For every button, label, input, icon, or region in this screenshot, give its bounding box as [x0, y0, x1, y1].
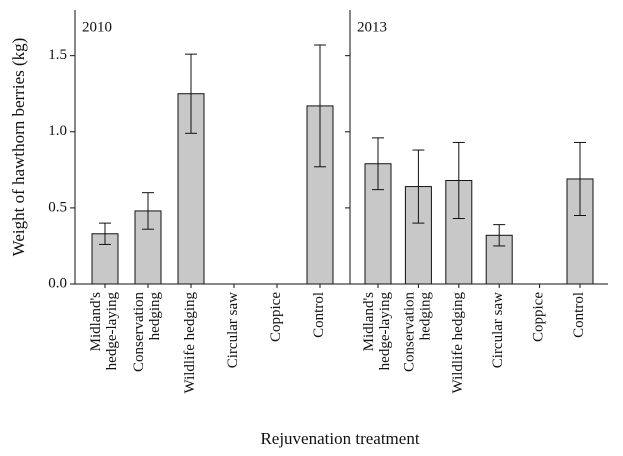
- x-axis-label: Rejuvenation treatment: [260, 429, 419, 448]
- y-axis-label: Weight of hawthorn berries (kg): [9, 38, 28, 257]
- x-tick-label-line: Midland's: [361, 292, 377, 352]
- x-tick-label: Circular saw: [491, 292, 507, 368]
- x-tick-label: Wildlife hedging: [182, 292, 198, 394]
- x-tick-label: Conservationhedging: [131, 292, 163, 372]
- x-tick-label: Wildlife hedging: [450, 292, 466, 394]
- x-tick-label-line: Conservation: [402, 292, 418, 372]
- bar: [404, 186, 432, 285]
- x-tick-label-line: hedge-laying: [104, 292, 120, 371]
- x-tick-label: Conservationhedging: [402, 292, 434, 372]
- x-tick-label: Circular saw: [225, 292, 241, 368]
- panel-title: 2013: [357, 19, 387, 35]
- x-tick-label-line: Wildlife hedging: [182, 292, 198, 394]
- y-tick-label: 0.5: [48, 199, 67, 215]
- x-tick-label: Control: [311, 292, 327, 338]
- x-tick-label-line: hedge-laying: [377, 292, 393, 371]
- x-tick-label-line: Wildlife hedging: [450, 292, 466, 394]
- x-tick-label-line: Circular saw: [225, 292, 241, 368]
- x-tick-label-line: Midland's: [88, 292, 104, 352]
- x-tick-label-line: hedging: [147, 292, 163, 341]
- x-tick-label-line: Coppice: [268, 292, 284, 342]
- y-tick-label: 0.0: [48, 275, 67, 291]
- x-tick-label: Coppice: [268, 292, 284, 342]
- x-tick-label: Coppice: [531, 292, 547, 342]
- x-tick-label: Control: [571, 292, 587, 338]
- x-tick-label-line: Circular saw: [491, 292, 507, 368]
- x-tick-label-line: Control: [311, 292, 327, 338]
- x-tick-label: Midland'shedge-laying: [361, 292, 393, 371]
- x-tick-label-line: hedging: [418, 292, 434, 341]
- x-tick-label: Midland'shedge-laying: [88, 292, 120, 371]
- x-tick-label-line: Control: [571, 292, 587, 338]
- y-tick-label: 1.5: [48, 47, 67, 63]
- y-tick-label: 1.0: [48, 123, 67, 139]
- panel-title: 2010: [82, 19, 112, 35]
- x-tick-label-line: Conservation: [131, 292, 147, 372]
- x-tick-label-line: Coppice: [531, 292, 547, 342]
